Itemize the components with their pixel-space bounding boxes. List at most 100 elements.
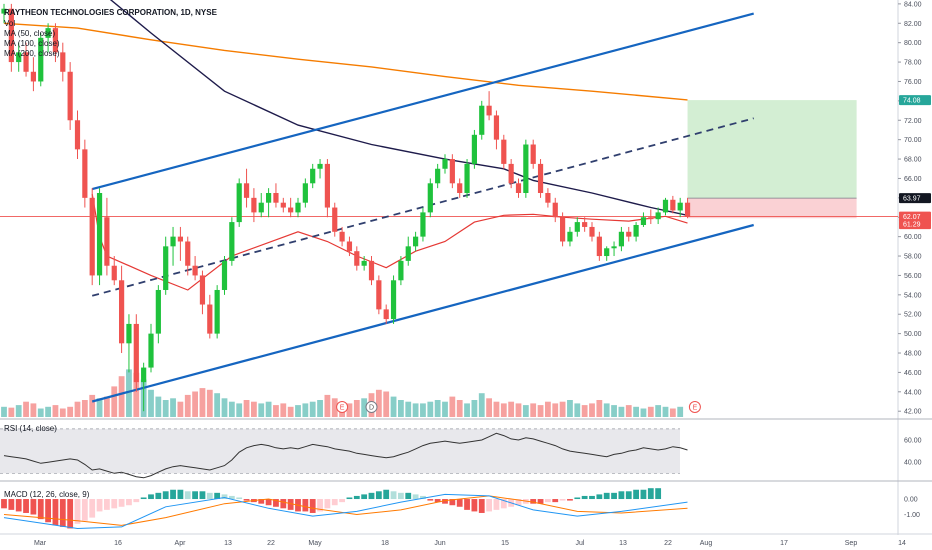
macd-histogram-bar xyxy=(478,499,485,513)
price-tick-label: 50.00 xyxy=(904,331,922,338)
macd-histogram-bar xyxy=(37,499,44,520)
volume-bar xyxy=(30,403,37,417)
time-axis-label: 15 xyxy=(501,540,509,547)
event-marker-label: D xyxy=(369,405,374,412)
macd-histogram-bar xyxy=(243,499,250,501)
volume-bar xyxy=(104,396,110,417)
volume-bar xyxy=(537,405,544,417)
candle-body xyxy=(155,289,161,334)
candle-body xyxy=(677,202,683,211)
macd-histogram-bar xyxy=(390,491,397,500)
macd-histogram-bar xyxy=(346,497,353,500)
time-axis-label: 13 xyxy=(224,540,232,547)
candle-body xyxy=(530,144,536,164)
volume-bar xyxy=(15,405,22,417)
macd-histogram-bar xyxy=(398,492,404,500)
candle-body xyxy=(251,197,257,213)
candle-body xyxy=(38,37,44,82)
macd-histogram-bar xyxy=(273,499,279,507)
volume-bar xyxy=(258,403,265,417)
candle-body xyxy=(310,168,316,184)
volume-bar xyxy=(398,400,404,417)
macd-histogram-bar xyxy=(500,499,507,509)
macd-histogram-bar xyxy=(471,499,478,512)
macd-histogram-bar xyxy=(126,499,132,506)
time-axis-label: 22 xyxy=(267,540,275,547)
macd-histogram-bar xyxy=(633,489,639,500)
ma50-label: MA (50, close) xyxy=(4,29,56,38)
candle-body xyxy=(280,202,286,208)
volume-bar xyxy=(118,376,125,417)
macd-histogram-bar xyxy=(420,495,426,500)
candle-body xyxy=(449,159,455,184)
volume-bar xyxy=(228,401,235,417)
price-label-box xyxy=(899,95,931,106)
candle-body xyxy=(67,71,73,121)
ma200-line xyxy=(3,22,688,101)
volume-bar xyxy=(574,403,581,417)
candle-body xyxy=(684,202,691,217)
macd-histogram-bar xyxy=(59,499,66,527)
candle-body xyxy=(655,212,661,220)
volume-bar xyxy=(170,398,176,417)
candle-body xyxy=(398,260,404,281)
macd-histogram-bar xyxy=(412,494,419,500)
macd-histogram-bar xyxy=(30,499,37,515)
macd-histogram-bar xyxy=(302,499,309,512)
volume-bar xyxy=(280,403,287,417)
candle-body xyxy=(302,183,308,203)
candle-body xyxy=(508,163,514,184)
candle-body xyxy=(420,212,426,237)
macd-histogram-bar xyxy=(339,499,345,503)
macd-histogram-bar xyxy=(647,488,654,500)
time-axis-label: 18 xyxy=(381,540,389,547)
ma100-line xyxy=(109,0,688,216)
candle-body xyxy=(324,163,330,208)
candle-body xyxy=(501,139,507,164)
macd-histogram-bar xyxy=(537,499,544,504)
volume-bar xyxy=(500,403,507,417)
macd-label: MACD (12, 26, close, 9) xyxy=(4,490,90,499)
candle-body xyxy=(368,260,375,281)
candle-body xyxy=(119,280,125,344)
candle-body xyxy=(523,144,529,193)
price-label-box xyxy=(899,219,931,230)
price-tick-label: 60.00 xyxy=(904,234,922,241)
macd-histogram-bar xyxy=(192,491,198,500)
candle-body xyxy=(30,71,36,82)
candle-body xyxy=(545,192,551,203)
candle-body xyxy=(243,183,250,198)
candle-body xyxy=(266,192,272,203)
candle-body xyxy=(192,265,198,276)
macd-histogram-bar xyxy=(361,494,368,500)
macd-histogram-bar xyxy=(559,499,566,501)
macd-histogram-bar xyxy=(214,492,221,500)
price-tick-label: 58.00 xyxy=(904,254,922,261)
macd-histogram-bar xyxy=(228,495,235,500)
volume-bar xyxy=(442,401,448,417)
candle-body xyxy=(354,251,360,266)
event-marker-label: E xyxy=(693,405,698,412)
macd-histogram-bar xyxy=(162,491,169,500)
event-marker xyxy=(336,401,349,413)
candle-body xyxy=(604,248,610,257)
candle-body xyxy=(82,149,88,198)
macd-histogram-bar xyxy=(287,499,294,510)
time-axis-label: 22 xyxy=(664,540,672,547)
candle-body xyxy=(126,323,132,344)
candle-body xyxy=(111,265,117,281)
rsi-label: RSI (14, close) xyxy=(4,424,57,433)
price-tick-label: 48.00 xyxy=(904,351,922,358)
candle-body xyxy=(383,309,389,320)
volume-bar xyxy=(655,405,662,417)
candle-body xyxy=(626,231,632,237)
volume-bar xyxy=(111,386,118,417)
volume-bar xyxy=(287,406,294,417)
volume-bar xyxy=(478,393,485,417)
volume-bar xyxy=(493,401,500,417)
volume-bar xyxy=(375,389,382,417)
candle-body xyxy=(346,241,353,252)
macd-histogram-bar xyxy=(89,499,96,518)
price-tick-label: 72.00 xyxy=(904,118,922,125)
price-tick-label: 66.00 xyxy=(904,176,922,183)
